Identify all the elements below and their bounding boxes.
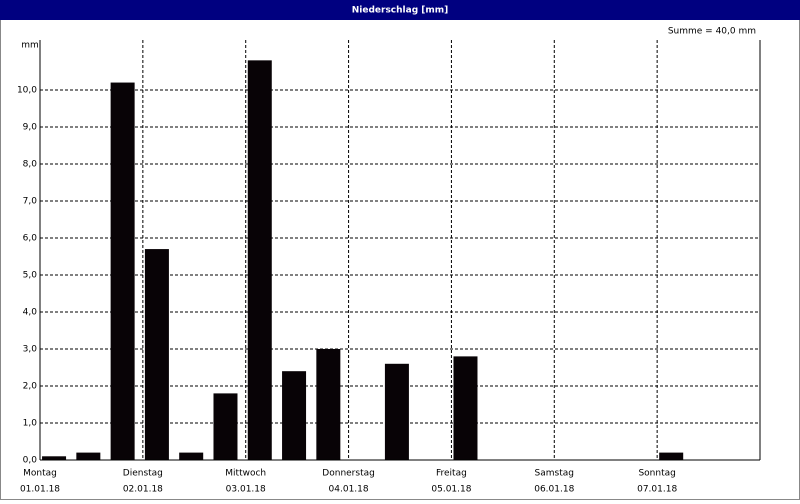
x-tick-date: 03.01.18 xyxy=(226,485,266,495)
y-tick-label: 1,0 xyxy=(23,418,38,428)
x-tick-date: 01.01.18 xyxy=(20,485,60,495)
bar xyxy=(316,348,341,460)
bar xyxy=(282,371,307,460)
y-tick-label: 10,0 xyxy=(17,85,37,95)
bar xyxy=(213,393,238,460)
y-tick-label: 4,0 xyxy=(23,307,38,317)
title-bar xyxy=(0,0,800,20)
x-tick-label: Freitag xyxy=(436,469,467,479)
y-tick-label: 5,0 xyxy=(23,270,38,280)
bar xyxy=(76,452,101,460)
x-tick-label: Montag xyxy=(23,469,57,479)
x-tick-date: 07.01.18 xyxy=(637,485,677,495)
y-tick-label: 2,0 xyxy=(23,381,38,391)
x-tick-date: 06.01.18 xyxy=(534,485,574,495)
bar xyxy=(453,356,478,460)
y-tick-label: 0,0 xyxy=(23,456,38,466)
x-tick-label: Dienstag xyxy=(123,469,163,479)
y-tick-label: 3,0 xyxy=(23,344,38,354)
bar xyxy=(247,60,272,461)
x-tick-label: Mittwoch xyxy=(225,469,266,479)
y-tick-label: 9,0 xyxy=(23,122,38,132)
sum-annotation: Summe = 40,0 mm xyxy=(668,27,756,37)
x-tick-date: 05.01.18 xyxy=(431,485,471,495)
y-tick-label: 7,0 xyxy=(23,196,38,206)
x-tick-label: Samstag xyxy=(535,469,574,479)
chart-title: Niederschlag [mm] xyxy=(352,6,449,16)
bar xyxy=(384,363,409,460)
bar xyxy=(42,456,67,460)
bar xyxy=(144,249,169,460)
y-tick-label: 6,0 xyxy=(23,233,38,243)
bar xyxy=(179,452,204,460)
bar xyxy=(659,452,684,460)
y-unit: mm xyxy=(21,41,39,51)
x-tick-date: 02.01.18 xyxy=(123,485,163,495)
x-tick-date: 04.01.18 xyxy=(329,485,369,495)
y-tick-label: 8,0 xyxy=(23,159,38,169)
bar xyxy=(110,82,135,461)
x-tick-label: Sonntag xyxy=(638,469,675,479)
x-tick-label: Donnerstag xyxy=(322,469,375,479)
